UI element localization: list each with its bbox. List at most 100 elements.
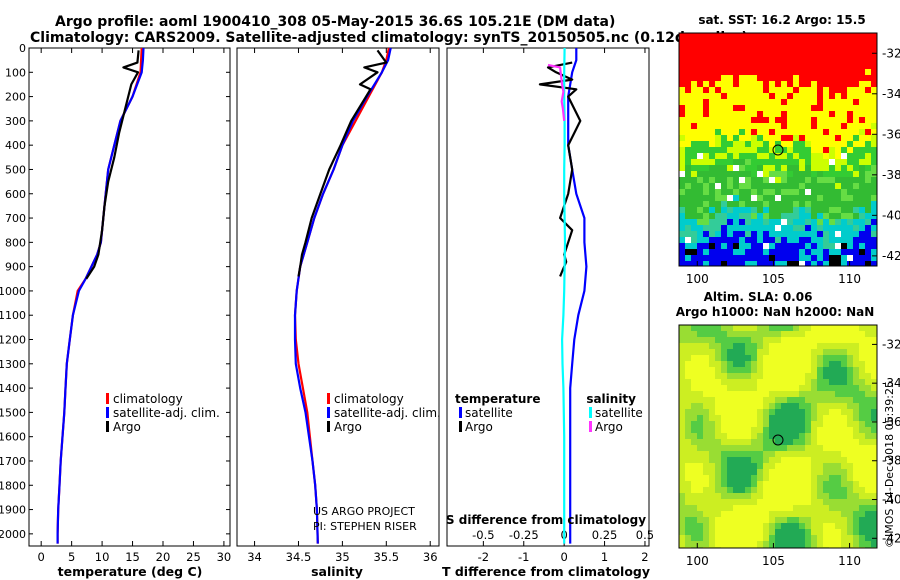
sla-map-cell [715,445,721,451]
sst-map-cell [709,39,715,45]
sla-map-cell [871,361,877,367]
sst-map-cell [835,195,841,201]
sla-map-cell [823,391,829,397]
sst-map-cell [745,147,751,153]
sst-map-cell [685,249,691,255]
sla-map-cell [823,493,829,499]
sst-map-cell [769,141,775,147]
sla-map-cell [841,427,847,433]
sla-map-cell [751,403,757,409]
sla-map-cell [805,457,811,463]
sla-map-cell [733,427,739,433]
sla-map-cell [787,499,793,505]
sst-map-cell [727,129,733,135]
sla-map-cell [781,403,787,409]
sst-map-cell [763,69,769,75]
sst-map-cell [781,243,787,249]
sst-map-cell [841,195,847,201]
sst-map-cell [775,159,781,165]
sst-map-cell [811,123,817,129]
sst-map-cell [715,201,721,207]
sla-map-cell [739,451,745,457]
sla-map-cell [811,493,817,499]
sst-map-cell [823,153,829,159]
sla-map-cell [727,331,733,337]
sla-map-cell [823,331,829,337]
sla-map-cell [745,487,751,493]
sst-map-cell [703,213,709,219]
sla-map-cell [871,403,877,409]
sst-map-cell [715,135,721,141]
sst-map-cell [745,159,751,165]
sst-map-cell [823,261,829,266]
sla-map-cell [685,361,691,367]
sst-map-cell [799,261,805,266]
sst-map-cell [865,261,871,266]
sla-map-cell [745,343,751,349]
sst-map-cell [787,39,793,45]
sla-map-cell [709,541,715,547]
sst-map-cell [727,171,733,177]
sst-map-cell [817,87,823,93]
sla-map-cell [769,487,775,493]
sst-map-cell [805,87,811,93]
sst-map-cell [811,201,817,207]
sla-map-cell [745,379,751,385]
sst-map-cell [757,255,763,261]
x-tick-label: 34 [247,550,262,564]
sla-map-cell [787,511,793,517]
sst-map-cell [679,51,685,57]
sst-map-cell [781,51,787,57]
sla-map-cell [775,535,781,541]
sst-map-cell [691,51,697,57]
sst-map-cell [853,147,859,153]
sst-map-cell [715,153,721,159]
sla-map-cell [781,481,787,487]
sla-map-cell [853,337,859,343]
sla-map-cell [781,373,787,379]
sla-map-cell [847,427,853,433]
sst-map-cell [685,147,691,153]
sla-map-cell [781,499,787,505]
sst-map-cell [793,99,799,105]
sla-map-cell [805,361,811,367]
sst-map-cell [787,33,793,39]
sst-map-cell [745,63,751,69]
sst-map-cell [751,123,757,129]
x-tick-label: 36 [423,550,438,564]
sst-map-cell [847,117,853,123]
sst-map-cell [745,135,751,141]
sla-map-cell [745,481,751,487]
sla-map-cell [691,451,697,457]
sst-map-cell [847,231,853,237]
sst-map-cell [745,261,751,266]
sst-map-cell [703,69,709,75]
sla-map-cell [811,409,817,415]
sst-map-cell [817,201,823,207]
sla-map-cell [709,331,715,337]
sla-map-cell [853,409,859,415]
sla-map-cell [823,379,829,385]
sla-map-cell [763,529,769,535]
sla-map-cell [805,499,811,505]
sst-map-cell [859,141,865,147]
sla-map-cell [697,529,703,535]
sst-map-cell [727,87,733,93]
sla-map-cell [817,403,823,409]
sst-map-cell [703,57,709,63]
sst-map-cell [733,177,739,183]
sst-map-cell [769,165,775,171]
t-difference-axis-label: T difference from climatology [442,564,650,579]
sst-map-cell [841,99,847,105]
sst-map-cell [871,219,877,225]
sla-map-cell [865,433,871,439]
sla-map-cell [715,325,721,331]
sla-map-cell [871,397,877,403]
sst-map-cell [823,117,829,123]
sst-map-cell [811,99,817,105]
sla-map-cell [817,511,823,517]
sst-map-cell [685,255,691,261]
sla-map-cell [703,391,709,397]
sla-map-cell [763,355,769,361]
sst-map-cell [805,147,811,153]
